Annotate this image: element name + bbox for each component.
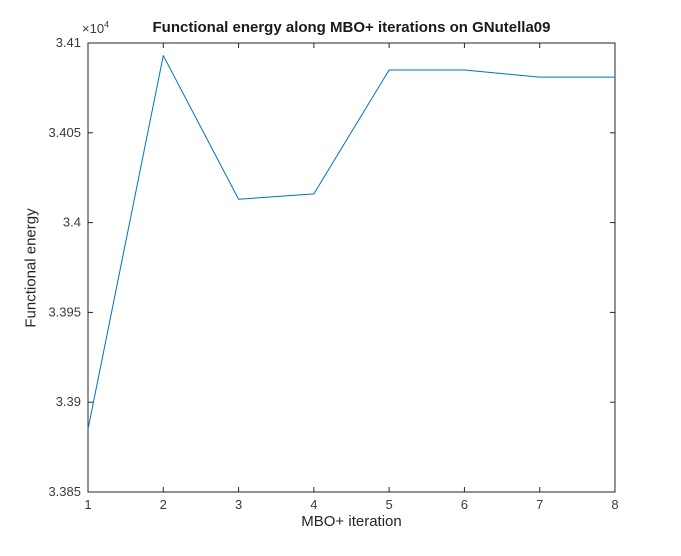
x-tick-label: 5 <box>386 497 393 512</box>
x-tick-label: 3 <box>235 497 242 512</box>
x-tick-label: 6 <box>461 497 468 512</box>
y-axis-exponent-power: 4 <box>104 19 110 30</box>
y-tick-label: 3.4 <box>63 215 81 230</box>
y-tick-label: 3.39 <box>56 394 81 409</box>
x-tick-label: 8 <box>611 497 618 512</box>
y-axis-exponent: ×104 <box>82 19 110 36</box>
y-axis-label: Functional energy <box>22 208 40 328</box>
x-axis-label: MBO+ iteration <box>301 513 402 530</box>
y-tick-label: 3.405 <box>48 125 81 140</box>
series-line <box>87 55 615 430</box>
y-tick-label: 3.395 <box>48 304 81 319</box>
x-tick-label: 7 <box>536 497 543 512</box>
y-tick-label: 3.41 <box>56 35 81 50</box>
y-axis-exponent-base: ×10 <box>82 21 105 36</box>
x-tick-label: 1 <box>84 497 91 512</box>
axes-box <box>87 42 616 493</box>
chart-title: Functional energy along MBO+ iterations … <box>152 19 551 36</box>
x-tick-label: 2 <box>160 497 167 512</box>
y-tick-label: 3.385 <box>48 484 81 499</box>
x-tick-label: 4 <box>310 497 317 512</box>
